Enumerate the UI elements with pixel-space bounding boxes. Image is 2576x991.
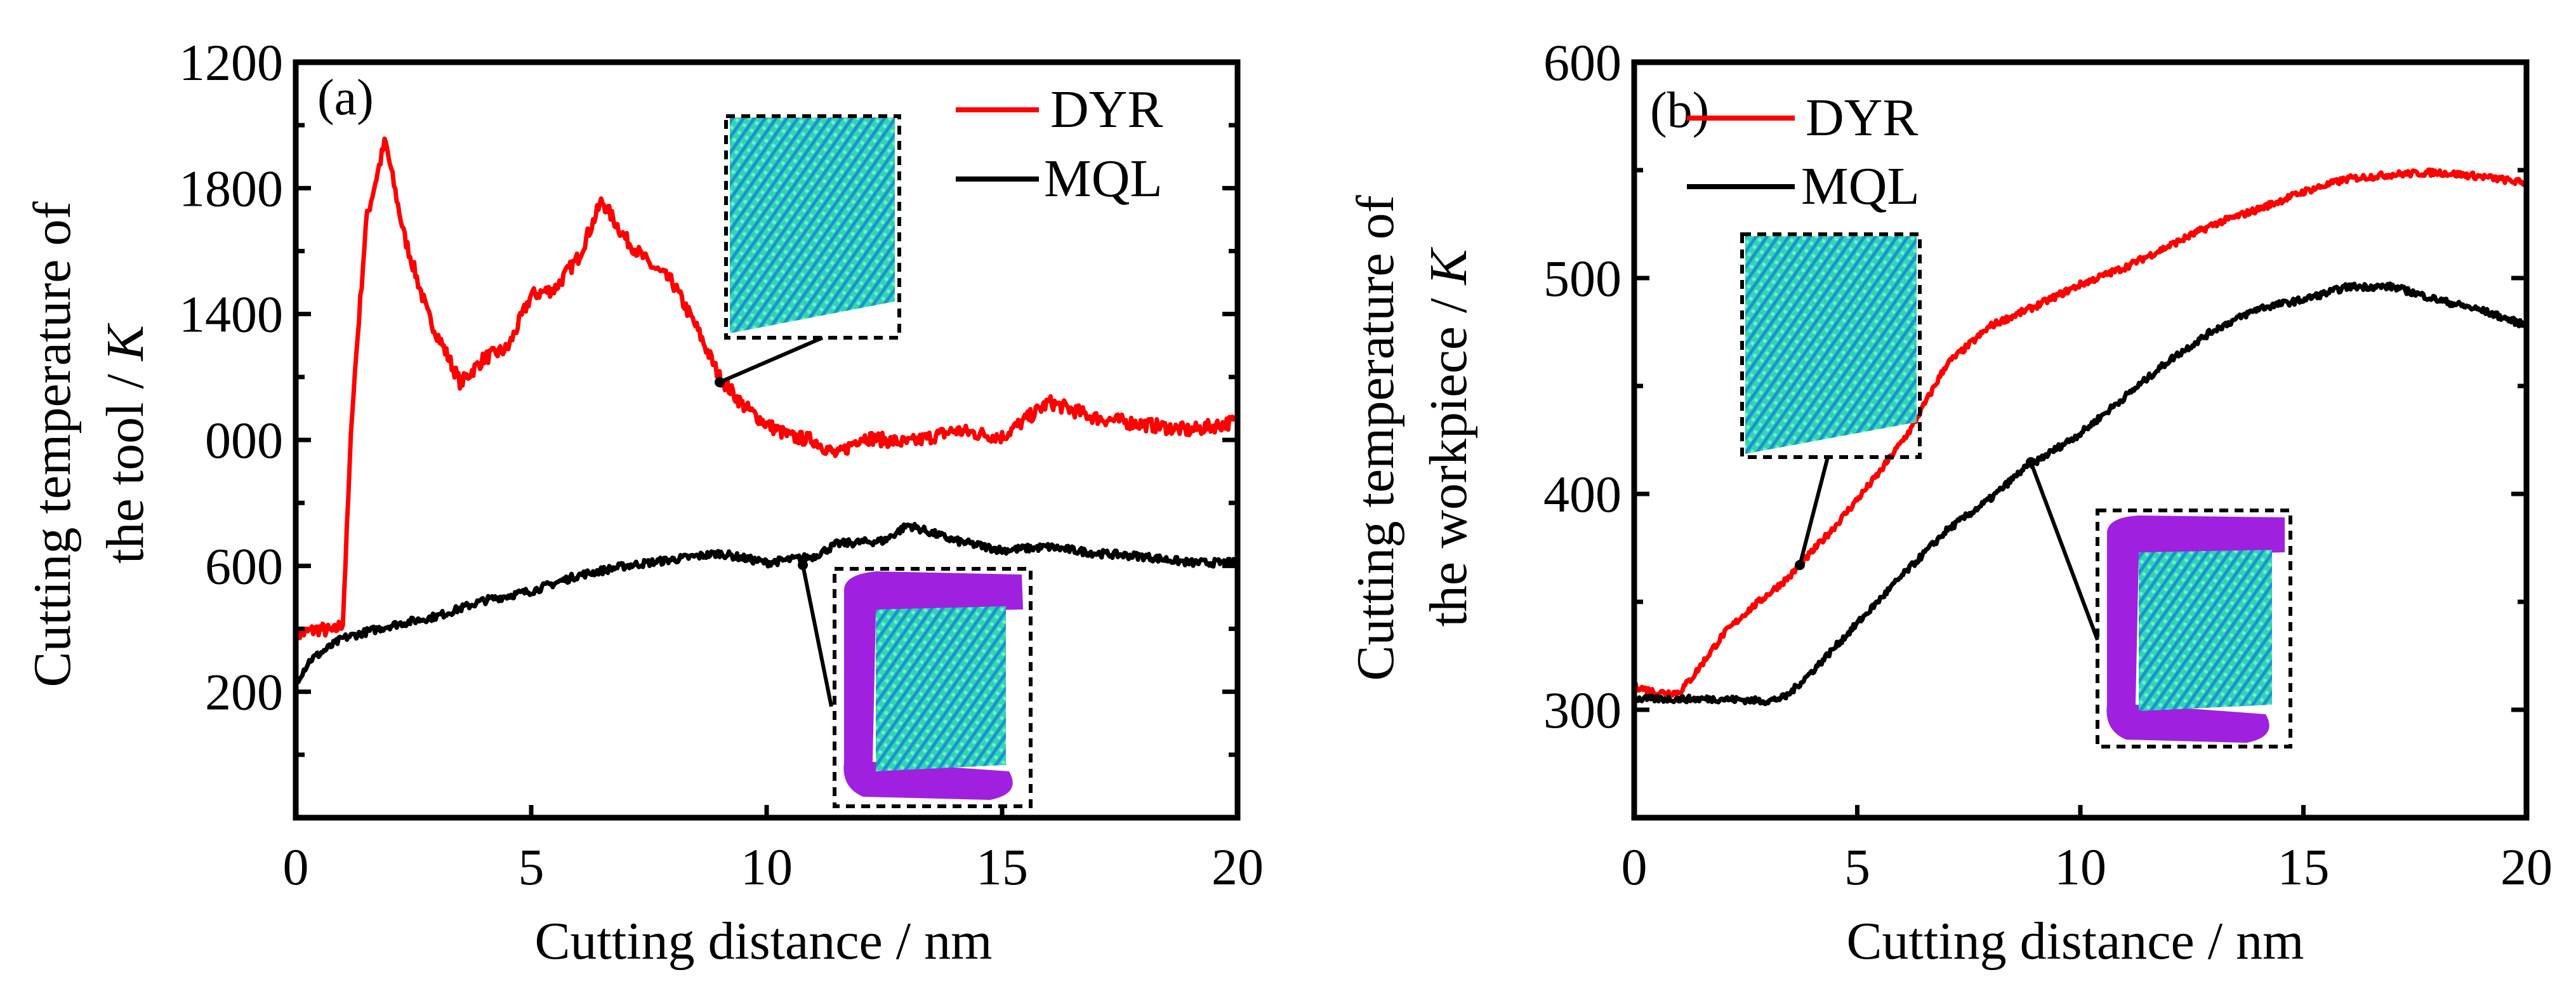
inset-chip-atoms	[2026, 457, 2292, 748]
y-axis-title-text: the tool /	[96, 361, 155, 564]
plot-area: 0 5 10 15 20 600 500 400 300	[1543, 34, 2553, 896]
panel-a: 0 5 10 15 20 1200 1800 1400 000 600 200 Cutting te…	[23, 34, 1264, 971]
x-tick-label: 15	[2278, 838, 2330, 896]
legend-label-mql: MQL	[1044, 149, 1163, 208]
y-tick-label: 600	[1543, 34, 1622, 91]
x-axis-title: Cutting distance / nm	[535, 912, 993, 971]
panel-label: (b)	[1650, 83, 1709, 138]
x-tick-label: 5	[1844, 838, 1870, 896]
legend-label-mql: MQL	[1801, 157, 1920, 216]
x-tick-label: 5	[519, 838, 545, 896]
y-axis-title-line1: Cutting temperature of	[23, 201, 82, 687]
y-axis-title-line2: the tool / K	[96, 323, 155, 564]
y-tick-label: 400	[1543, 465, 1622, 523]
y-tick-label: 300	[1543, 681, 1622, 739]
y-axis-unit: K	[96, 323, 155, 361]
inset-tool-atoms	[1740, 232, 1922, 570]
series-line-dyr	[293, 136, 1240, 642]
x-axis-title: Cutting distance / nm	[1847, 912, 2304, 971]
plot-area: 0 5 10 15 20 1200 1800 1400 000 600 200	[179, 34, 1264, 896]
panel-label: (a)	[317, 70, 374, 126]
x-tick-label: 15	[976, 838, 1028, 896]
inset-tool-atoms	[715, 114, 901, 387]
y-tick-label: 200	[205, 663, 283, 721]
y-tick-label: 000	[205, 411, 283, 469]
series-line-dyr	[1632, 167, 2529, 698]
inset-chip-atoms	[798, 560, 1033, 808]
y-tick-label: 1200	[179, 34, 283, 91]
y-axis-title-line1: Cutting temperature of	[1346, 195, 1405, 681]
y-axis-title-text: the workpiece /	[1419, 285, 1478, 627]
x-tick-label: 20	[1212, 838, 1264, 896]
series-line-mql	[1632, 281, 2529, 707]
x-tick-label: 20	[2500, 838, 2553, 896]
x-tick-label: 0	[283, 838, 309, 896]
y-tick-label: 1800	[179, 159, 283, 217]
legend-label-dyr: DYR	[1806, 88, 1918, 147]
y-tick-label: 1400	[179, 286, 283, 343]
panel-b: 0 5 10 15 20 600 500 400 300 Cutting temperature…	[1346, 34, 2553, 971]
y-tick-label: 600	[205, 537, 283, 595]
x-tick-label: 10	[741, 838, 793, 896]
series-line-mql	[294, 522, 1239, 684]
y-tick-label: 500	[1543, 249, 1622, 307]
y-axis-unit: K	[1419, 247, 1478, 286]
y-axis-title-line2: the workpiece / K	[1419, 247, 1478, 627]
legend: DYR MQL	[1687, 88, 1920, 216]
x-tick-label: 10	[2054, 838, 2106, 896]
x-tick-label: 0	[1622, 838, 1648, 896]
legend-label-dyr: DYR	[1050, 80, 1163, 139]
legend: DYR MQL	[956, 80, 1163, 208]
